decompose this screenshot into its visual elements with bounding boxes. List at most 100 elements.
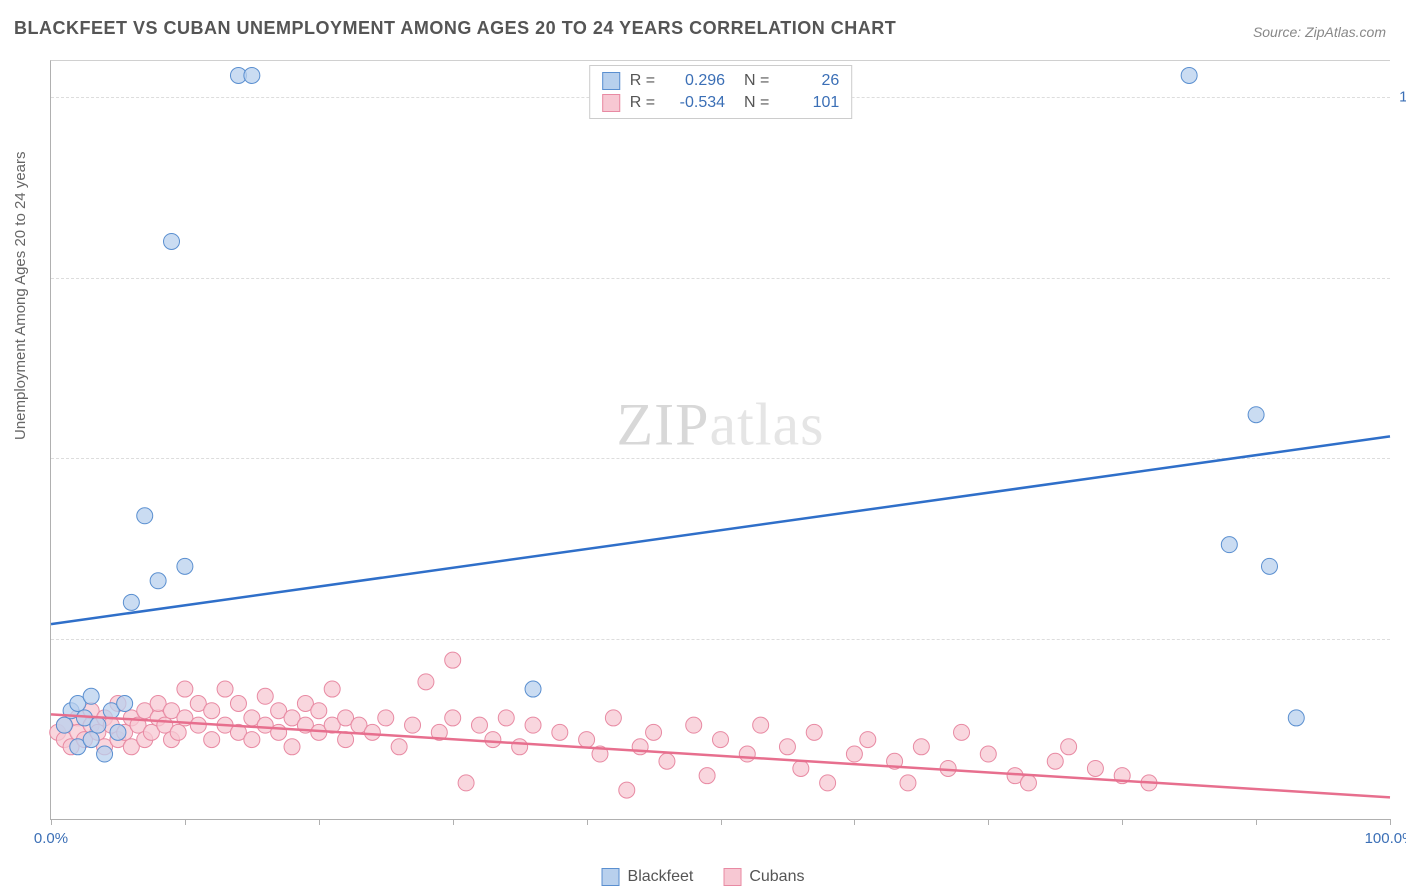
x-tick [721, 819, 722, 825]
data-point [525, 717, 541, 733]
swatch-cubans [602, 94, 620, 112]
data-point [244, 732, 260, 748]
data-point [605, 710, 621, 726]
data-point [900, 775, 916, 791]
data-point [284, 739, 300, 755]
n-value-cubans: 101 [779, 94, 839, 112]
data-point [1261, 558, 1277, 574]
x-tick-label: 0.0% [34, 830, 68, 847]
data-point [646, 724, 662, 740]
data-point [190, 717, 206, 733]
data-point [123, 594, 139, 610]
data-point [579, 732, 595, 748]
data-point [164, 233, 180, 249]
data-point [445, 652, 461, 668]
data-point [445, 710, 461, 726]
x-tick [1256, 819, 1257, 825]
data-point [793, 760, 809, 776]
data-point [271, 724, 287, 740]
data-point [83, 732, 99, 748]
data-point [525, 681, 541, 697]
data-point [83, 688, 99, 704]
r-value-blackfeet: 0.296 [665, 72, 725, 90]
data-point [391, 739, 407, 755]
data-point [204, 732, 220, 748]
data-point [699, 768, 715, 784]
data-point [753, 717, 769, 733]
data-point [137, 508, 153, 524]
data-point [1061, 739, 1077, 755]
data-point [713, 732, 729, 748]
data-point [913, 739, 929, 755]
data-point [619, 782, 635, 798]
data-point [378, 710, 394, 726]
data-point [418, 674, 434, 690]
x-tick [988, 819, 989, 825]
series-legend: Blackfeet Cubans [602, 868, 805, 886]
data-point [820, 775, 836, 791]
plot-area: ZIPatlas R = 0.296 N = 26 R = -0.534 N =… [50, 60, 1390, 820]
data-point [97, 746, 113, 762]
r-value-cubans: -0.534 [665, 94, 725, 112]
n-value-blackfeet: 26 [779, 72, 839, 90]
data-point [150, 573, 166, 589]
data-point [1288, 710, 1304, 726]
data-point [806, 724, 822, 740]
swatch-icon [602, 868, 620, 886]
x-tick [453, 819, 454, 825]
x-tick-label: 100.0% [1365, 830, 1406, 847]
regression-line [51, 436, 1390, 624]
data-point [659, 753, 675, 769]
legend-item-blackfeet: Blackfeet [602, 868, 694, 886]
data-point [217, 681, 233, 697]
legend-row-cubans: R = -0.534 N = 101 [602, 92, 840, 114]
data-point [230, 695, 246, 711]
data-point [1221, 537, 1237, 553]
correlation-legend: R = 0.296 N = 26 R = -0.534 N = 101 [589, 65, 853, 119]
x-tick [51, 819, 52, 825]
data-point [364, 724, 380, 740]
data-point [954, 724, 970, 740]
data-point [204, 703, 220, 719]
data-point [405, 717, 421, 733]
data-point [117, 695, 133, 711]
data-point [980, 746, 996, 762]
data-point [1181, 67, 1197, 83]
data-point [56, 717, 72, 733]
data-point [1047, 753, 1063, 769]
chart-canvas [51, 61, 1390, 819]
data-point [485, 732, 501, 748]
data-point [177, 558, 193, 574]
data-point [458, 775, 474, 791]
source-attribution: Source: ZipAtlas.com [1253, 24, 1386, 40]
x-tick [1122, 819, 1123, 825]
data-point [177, 681, 193, 697]
x-tick [185, 819, 186, 825]
swatch-icon [723, 868, 741, 886]
x-tick [319, 819, 320, 825]
regression-line [51, 714, 1390, 797]
data-point [110, 724, 126, 740]
data-point [779, 739, 795, 755]
data-point [244, 67, 260, 83]
data-point [739, 746, 755, 762]
data-point [846, 746, 862, 762]
data-point [311, 703, 327, 719]
data-point [498, 710, 514, 726]
data-point [324, 681, 340, 697]
data-point [512, 739, 528, 755]
swatch-blackfeet [602, 72, 620, 90]
legend-item-cubans: Cubans [723, 868, 804, 886]
data-point [1248, 407, 1264, 423]
legend-row-blackfeet: R = 0.296 N = 26 [602, 70, 840, 92]
data-point [686, 717, 702, 733]
data-point [1020, 775, 1036, 791]
y-axis-label: Unemployment Among Ages 20 to 24 years [12, 151, 29, 440]
y-tick-label: 100.0% [1399, 89, 1406, 106]
data-point [257, 688, 273, 704]
data-point [90, 717, 106, 733]
data-point [170, 724, 186, 740]
data-point [471, 717, 487, 733]
x-tick [1390, 819, 1391, 825]
data-point [1087, 760, 1103, 776]
